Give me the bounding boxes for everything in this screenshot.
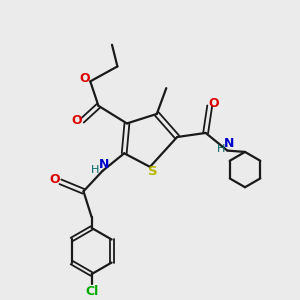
Text: H: H — [216, 144, 225, 154]
Text: H: H — [91, 165, 99, 175]
Text: N: N — [99, 158, 109, 172]
Text: O: O — [49, 172, 60, 186]
Text: O: O — [208, 97, 219, 110]
Text: S: S — [148, 165, 158, 178]
Text: O: O — [79, 72, 90, 85]
Text: Cl: Cl — [85, 285, 98, 298]
Text: N: N — [224, 137, 234, 150]
Text: O: O — [71, 114, 82, 127]
